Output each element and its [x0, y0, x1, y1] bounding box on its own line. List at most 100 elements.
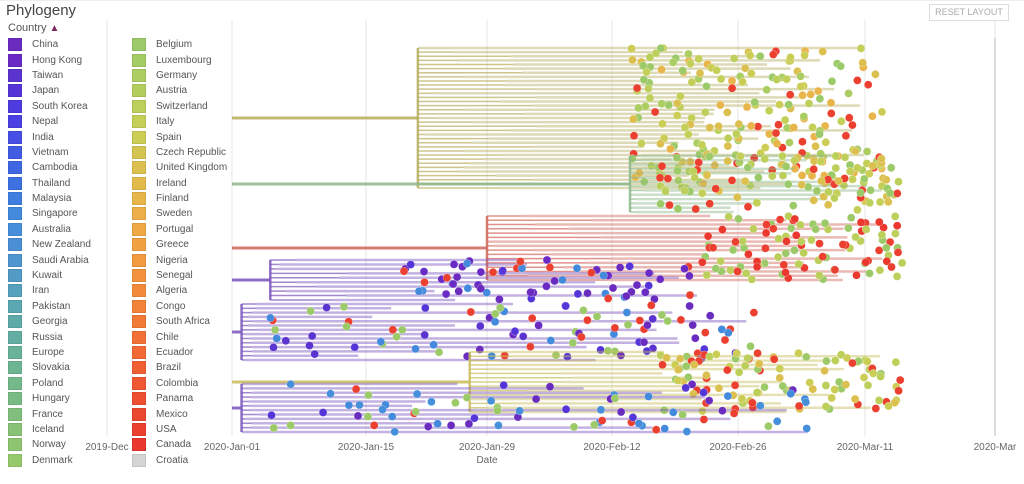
tip-belgium[interactable] [678, 410, 687, 419]
tip-usa[interactable] [442, 273, 452, 283]
tip-switzerland[interactable] [740, 361, 750, 371]
tip-spain[interactable] [732, 349, 742, 358]
tip-china[interactable] [608, 283, 618, 293]
tip-belgium[interactable] [306, 306, 315, 316]
tip-canada[interactable] [782, 237, 791, 246]
tip-belgium[interactable] [623, 320, 633, 329]
tip-hong-kong[interactable] [542, 255, 552, 265]
tip-united-kingdom[interactable] [740, 63, 750, 73]
tip-italy[interactable] [790, 156, 799, 165]
tip-singapore[interactable] [376, 337, 386, 346]
tip-canada[interactable] [856, 218, 866, 227]
tip-usa[interactable] [753, 348, 762, 358]
tip-belgium[interactable] [886, 163, 896, 173]
tip-germany[interactable] [668, 58, 678, 67]
tip-japan[interactable] [561, 405, 571, 414]
tip-belgium[interactable] [286, 421, 295, 430]
tip-china[interactable] [704, 396, 714, 405]
tip-australia[interactable] [756, 401, 765, 410]
legend-item[interactable]: Ecuador [132, 345, 227, 360]
legend-item[interactable]: Portugal [132, 222, 227, 237]
tip-united-kingdom[interactable] [662, 353, 671, 363]
tip-italy[interactable] [816, 157, 826, 166]
tip-spain[interactable] [796, 82, 806, 91]
tip-belgium[interactable] [664, 100, 673, 110]
tip-switzerland[interactable] [794, 259, 803, 269]
tip-switzerland[interactable] [836, 350, 846, 360]
tip-spain[interactable] [712, 350, 721, 359]
tip-belgium[interactable] [434, 347, 444, 357]
tip-usa[interactable] [838, 240, 848, 249]
tip-hong-kong[interactable] [441, 289, 451, 299]
tip-italy[interactable] [875, 197, 885, 207]
tip-united-kingdom[interactable] [882, 175, 891, 185]
tip-usa[interactable] [727, 176, 737, 185]
tip-belgium[interactable] [790, 246, 799, 255]
tip-belgium[interactable] [411, 407, 420, 416]
tip-switzerland[interactable] [760, 154, 770, 164]
tip-germany[interactable] [634, 103, 643, 113]
tip-singapore[interactable] [669, 408, 678, 417]
tip-usa[interactable] [731, 237, 740, 247]
tip-switzerland[interactable] [863, 381, 873, 390]
tip-usa[interactable] [785, 90, 795, 99]
tip-usa[interactable] [651, 425, 661, 434]
legend-item[interactable]: Georgia [8, 314, 91, 329]
tip-belgium[interactable] [856, 188, 865, 198]
tip-germany[interactable] [785, 138, 794, 147]
tip-italy[interactable] [808, 123, 817, 132]
tip-belgium[interactable] [743, 163, 753, 172]
tip-finland[interactable] [698, 179, 708, 188]
tip-switzerland[interactable] [804, 99, 814, 108]
tip-belgium[interactable] [789, 201, 798, 210]
tip-united-kingdom[interactable] [808, 384, 818, 394]
tip-switzerland[interactable] [738, 236, 747, 246]
tip-usa[interactable] [526, 342, 535, 351]
tip-italy[interactable] [736, 151, 745, 161]
tip-usa[interactable] [720, 335, 730, 345]
tip-united-kingdom[interactable] [629, 114, 638, 124]
tip-belgium[interactable] [490, 309, 500, 319]
tip-switzerland[interactable] [645, 53, 655, 62]
tip-finland[interactable] [790, 164, 800, 174]
legend-item[interactable]: Iran [8, 283, 91, 298]
tip-singapore[interactable] [599, 271, 608, 280]
tip-switzerland[interactable] [644, 84, 653, 93]
tip-china[interactable] [616, 407, 626, 417]
tip-italy[interactable] [686, 59, 695, 68]
tip-united-kingdom[interactable] [858, 58, 867, 67]
legend-item[interactable]: Greece [132, 237, 227, 252]
tip-belgium[interactable] [398, 325, 407, 335]
tip-usa[interactable] [705, 199, 714, 208]
tip-germany[interactable] [762, 85, 771, 95]
tip-japan[interactable] [510, 327, 520, 336]
tip-usa[interactable] [516, 257, 525, 266]
tip-belgium[interactable] [603, 346, 613, 356]
tip-germany[interactable] [844, 89, 853, 98]
legend-item[interactable]: Iceland [8, 422, 91, 437]
tip-usa[interactable] [893, 189, 902, 198]
tip-italy[interactable] [687, 77, 697, 87]
tip-switzerland[interactable] [821, 381, 831, 390]
tip-italy[interactable] [752, 198, 762, 208]
tip-belgium[interactable] [815, 94, 825, 103]
tip-switzerland[interactable] [831, 163, 841, 173]
tip-usa[interactable] [762, 220, 771, 229]
legend-item[interactable]: Croatia [132, 453, 227, 468]
tip-italy[interactable] [676, 91, 685, 101]
tip-hong-kong[interactable] [685, 271, 694, 281]
tip-united-kingdom[interactable] [723, 156, 732, 166]
tip-spain[interactable] [745, 51, 755, 60]
tip-united-kingdom[interactable] [809, 196, 818, 205]
tip-spain[interactable] [775, 364, 785, 373]
tip-belgium[interactable] [705, 152, 714, 161]
tip-china[interactable] [691, 333, 700, 343]
tip-usa[interactable] [769, 50, 778, 59]
tip-usa[interactable] [632, 83, 642, 93]
tip-switzerland[interactable] [729, 54, 739, 63]
legend-item[interactable]: Algeria [132, 283, 227, 298]
tip-united-kingdom[interactable] [689, 360, 699, 369]
tip-usa[interactable] [635, 316, 645, 325]
tip-switzerland[interactable] [747, 275, 757, 284]
tip-canada[interactable] [861, 258, 870, 267]
